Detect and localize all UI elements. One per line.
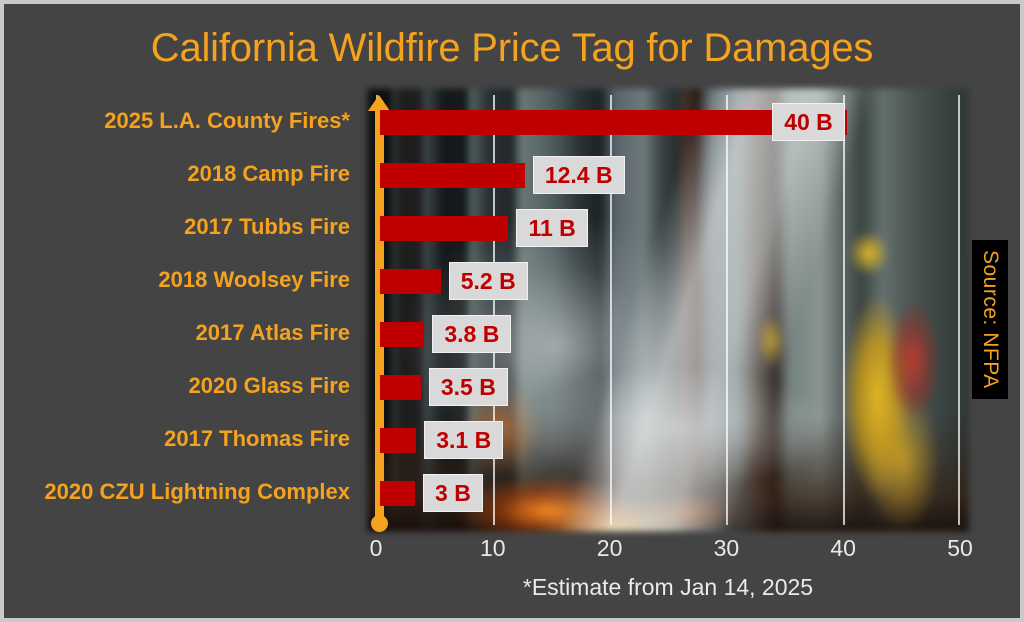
bar[interactable] <box>380 322 425 347</box>
y-axis-arrow-icon <box>368 95 390 111</box>
source-badge: Source: NFPA <box>972 240 1008 399</box>
page-title: California Wildfire Price Tag for Damage… <box>150 26 874 70</box>
category-label: 2025 L.A. County Fires* <box>104 108 350 133</box>
bar[interactable] <box>380 163 525 188</box>
category-label: 2018 Woolsey Fire <box>158 267 350 292</box>
bar-value-label: 3.1 B <box>424 421 504 459</box>
bar-value-label: 3 B <box>423 474 483 512</box>
category-label: 2020 CZU Lightning Complex <box>44 479 350 504</box>
bar[interactable] <box>380 481 416 506</box>
category-label: 2017 Thomas Fire <box>164 426 350 451</box>
category-label: 2020 Glass Fire <box>188 373 350 398</box>
bar-value-label: 5.2 B <box>448 262 528 300</box>
wildfire-background-photo <box>367 88 969 532</box>
bar-value-label: 3.5 B <box>428 368 508 406</box>
x-axis-tick-label: 20 <box>596 535 623 561</box>
category-label: 2017 Atlas Fire <box>195 320 351 345</box>
bar[interactable] <box>380 110 848 135</box>
x-axis-tick-label: 0 <box>369 535 383 561</box>
bar-value-label: 12.4 B <box>532 156 625 194</box>
bar[interactable] <box>380 428 417 453</box>
x-axis-tick-label: 30 <box>713 535 740 561</box>
x-axis-tick-label: 10 <box>480 535 506 561</box>
bar[interactable] <box>380 269 441 294</box>
category-label: 2017 Tubbs Fire <box>184 214 350 239</box>
bar-value-label: 40 B <box>772 103 845 141</box>
x-axis-tick-label: 50 <box>947 535 973 561</box>
bar[interactable] <box>380 216 509 241</box>
y-axis-line <box>375 107 384 522</box>
chart-plot-area <box>367 88 969 532</box>
y-axis-origin-dot-icon <box>371 515 388 532</box>
category-label: 2018 Camp Fire <box>187 161 350 186</box>
x-axis-ticks: 0 10 20 30 40 50 <box>370 535 973 565</box>
footnote: *Estimate from Jan 14, 2025 <box>522 574 814 600</box>
bar[interactable] <box>380 375 421 400</box>
x-axis-tick-label: 40 <box>830 535 856 561</box>
bar-value-label: 11 B <box>516 209 588 247</box>
bar-value-label: 3.8 B <box>432 315 512 353</box>
